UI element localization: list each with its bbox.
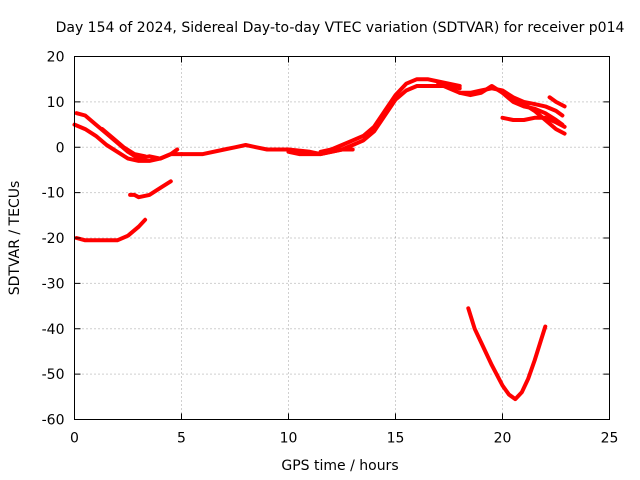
series-line-track-11 — [547, 95, 567, 109]
series-line-track-5 — [286, 84, 462, 157]
y-axis-label: SDTVAR / TECUs — [7, 181, 23, 296]
x-tick-label: 5 — [177, 431, 186, 447]
y-tick-labels: -60 -50 -40 -30 -20 -10 0 10 20 — [42, 50, 65, 429]
y-tick-label: -50 — [42, 367, 65, 383]
y-tick-label: 10 — [47, 95, 65, 111]
y-tick-label: 0 — [56, 140, 65, 156]
x-tick-label: 15 — [387, 431, 405, 447]
y-tick-label: -10 — [42, 186, 65, 202]
series-line-track-8 — [457, 84, 565, 127]
x-tick-label: 10 — [280, 431, 298, 447]
data-series — [72, 77, 567, 402]
y-tick-label: -60 — [42, 413, 65, 429]
y-tick-label: -30 — [42, 276, 65, 292]
axis-ticks — [74, 56, 610, 420]
series-line-track-12 — [128, 179, 173, 200]
series-line-track-10 — [511, 97, 567, 136]
y-tick-label: 20 — [47, 50, 65, 66]
x-axis-label: GPS time / hours — [281, 458, 398, 474]
series-line-track-14 — [466, 306, 548, 402]
chart-title: Day 154 of 2024, Sidereal Day-to-day VTE… — [56, 20, 625, 36]
x-tick-labels: 0 5 10 15 20 25 — [70, 431, 618, 447]
y-tick-label: -40 — [42, 322, 65, 338]
y-tick-label: -20 — [42, 231, 65, 247]
x-tick-label: 20 — [494, 431, 512, 447]
series-line-track-13 — [74, 217, 148, 243]
series-line-track-2 — [74, 111, 180, 161]
series-line-track-3 — [100, 127, 148, 159]
series-line-track-6 — [318, 77, 462, 154]
series-line-track-9 — [500, 115, 567, 129]
grid-lines — [74, 56, 610, 420]
x-tick-label: 25 — [601, 431, 619, 447]
x-tick-label: 0 — [70, 431, 79, 447]
